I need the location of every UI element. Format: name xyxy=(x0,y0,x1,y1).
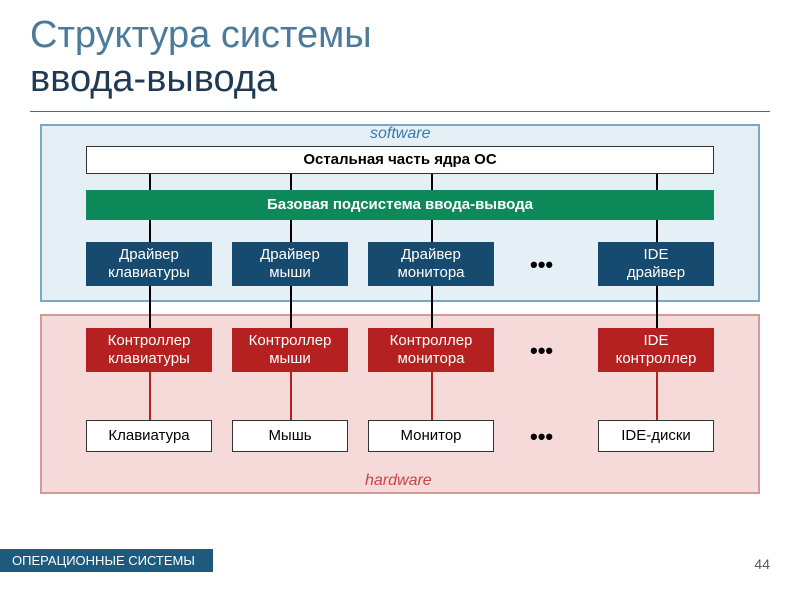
controller-line2: клавиатуры xyxy=(108,350,190,368)
driver-line1: IDE xyxy=(643,246,668,264)
connector-red xyxy=(431,370,433,424)
device-box: Мышь xyxy=(232,420,348,452)
driver-line2: монитора xyxy=(397,264,464,282)
kernel-box: Остальная часть ядра ОС xyxy=(86,146,714,174)
ellipsis: ••• xyxy=(530,424,553,450)
driver-box: Драйвермыши xyxy=(232,242,348,286)
title-line2: ввода-вывода xyxy=(30,58,800,102)
footer-badge: ОПЕРАЦИОННЫЕ СИСТЕМЫ xyxy=(0,549,213,572)
driver-line1: Драйвер xyxy=(119,246,179,264)
driver-box: Драйвермонитора xyxy=(368,242,494,286)
connector-red xyxy=(656,370,658,424)
controller-line2: монитора xyxy=(397,350,464,368)
controller-line1: Контроллер xyxy=(249,332,332,350)
controller-box: IDEконтроллер xyxy=(598,328,714,372)
controller-line1: Контроллер xyxy=(390,332,473,350)
controller-box: Контроллермыши xyxy=(232,328,348,372)
io-structure-diagram: software hardware Остальная часть ядра ОС Б… xyxy=(30,124,770,504)
controller-line2: мыши xyxy=(269,350,311,368)
driver-line1: Драйвер xyxy=(401,246,461,264)
device-box: Монитор xyxy=(368,420,494,452)
driver-line2: клавиатуры xyxy=(108,264,190,282)
title-line1: Структура системы xyxy=(30,14,800,58)
driver-line2: драйвер xyxy=(627,264,685,282)
ellipsis: ••• xyxy=(530,338,553,364)
controller-line1: Контроллер xyxy=(108,332,191,350)
connector-red xyxy=(290,370,292,424)
ellipsis: ••• xyxy=(530,252,553,278)
title-divider xyxy=(30,111,770,112)
software-label: software xyxy=(370,125,430,143)
hardware-label: hardware xyxy=(365,472,432,490)
io-subsystem-box: Базовая подсистема ввода-вывода xyxy=(86,190,714,220)
controller-box: Контроллермонитора xyxy=(368,328,494,372)
driver-line2: мыши xyxy=(269,264,311,282)
driver-box: IDEдрайвер xyxy=(598,242,714,286)
controller-line2: контроллер xyxy=(616,350,697,368)
device-box: IDE-диски xyxy=(598,420,714,452)
controller-box: Контроллерклавиатуры xyxy=(86,328,212,372)
controller-line1: IDE xyxy=(643,332,668,350)
page-number: 44 xyxy=(754,556,770,572)
connector-red xyxy=(149,370,151,424)
driver-line1: Драйвер xyxy=(260,246,320,264)
driver-box: Драйверклавиатуры xyxy=(86,242,212,286)
footer-label: ОПЕРАЦИОННЫЕ СИСТЕМЫ xyxy=(12,553,195,568)
device-box: Клавиатура xyxy=(86,420,212,452)
